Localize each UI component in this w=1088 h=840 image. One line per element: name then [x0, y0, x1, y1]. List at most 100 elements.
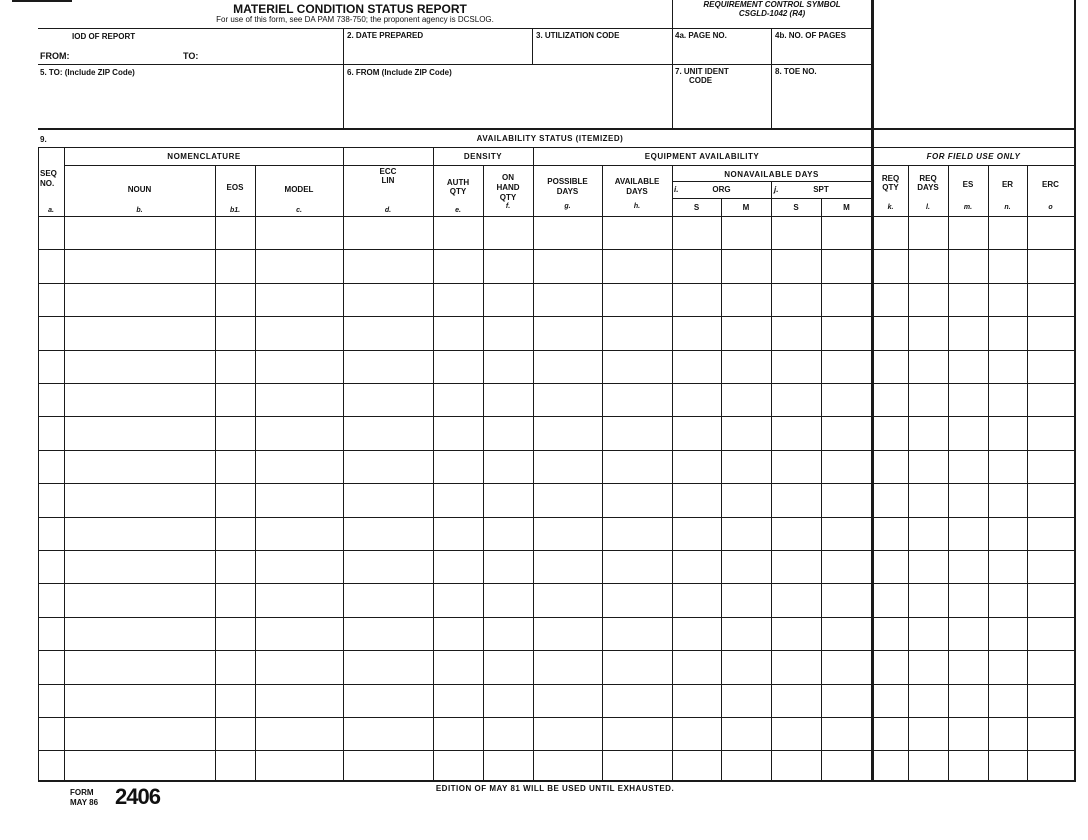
table-cell[interactable]	[722, 751, 770, 782]
table-cell[interactable]	[534, 685, 601, 716]
table-cell[interactable]	[484, 217, 532, 248]
table-cell[interactable]	[344, 417, 432, 448]
table-cell[interactable]	[949, 518, 987, 549]
table-cell[interactable]	[344, 451, 432, 482]
table-cell[interactable]	[344, 518, 432, 549]
table-cell[interactable]	[822, 518, 872, 549]
table-cell[interactable]	[434, 417, 482, 448]
table-cell[interactable]	[772, 317, 820, 348]
table-cell[interactable]	[949, 451, 987, 482]
table-cell[interactable]	[256, 284, 342, 315]
table-cell[interactable]	[344, 217, 432, 248]
table-cell[interactable]	[673, 351, 720, 382]
table-cell[interactable]	[874, 651, 907, 682]
table-cell[interactable]	[484, 484, 532, 515]
table-cell[interactable]	[344, 751, 432, 782]
table-cell[interactable]	[434, 584, 482, 615]
table-cell[interactable]	[434, 685, 482, 716]
table-cell[interactable]	[256, 551, 342, 582]
table-cell[interactable]	[949, 250, 987, 281]
table-cell[interactable]	[1028, 284, 1073, 315]
table-cell[interactable]	[673, 685, 720, 716]
table-cell[interactable]	[722, 518, 770, 549]
table-cell[interactable]	[484, 718, 532, 749]
table-cell[interactable]	[344, 651, 432, 682]
table-cell[interactable]	[39, 250, 63, 281]
table-cell[interactable]	[989, 751, 1026, 782]
table-cell[interactable]	[822, 685, 872, 716]
table-cell[interactable]	[216, 751, 254, 782]
table-cell[interactable]	[874, 451, 907, 482]
table-cell[interactable]	[216, 217, 254, 248]
table-cell[interactable]	[1028, 718, 1073, 749]
table-cell[interactable]	[534, 718, 601, 749]
table-cell[interactable]	[949, 584, 987, 615]
table-cell[interactable]	[909, 685, 947, 716]
table-cell[interactable]	[822, 618, 872, 649]
table-cell[interactable]	[1028, 651, 1073, 682]
table-cell[interactable]	[822, 651, 872, 682]
table-cell[interactable]	[256, 317, 342, 348]
table-cell[interactable]	[989, 250, 1026, 281]
table-cell[interactable]	[772, 250, 820, 281]
table-cell[interactable]	[603, 484, 671, 515]
table-cell[interactable]	[603, 284, 671, 315]
table-cell[interactable]	[534, 217, 601, 248]
table-cell[interactable]	[989, 584, 1026, 615]
table-cell[interactable]	[434, 250, 482, 281]
table-cell[interactable]	[822, 217, 872, 248]
table-cell[interactable]	[603, 551, 671, 582]
table-cell[interactable]	[772, 718, 820, 749]
table-cell[interactable]	[39, 484, 63, 515]
table-cell[interactable]	[534, 518, 601, 549]
table-cell[interactable]	[1028, 518, 1073, 549]
table-cell[interactable]	[989, 384, 1026, 415]
table-cell[interactable]	[1028, 317, 1073, 348]
table-cell[interactable]	[256, 685, 342, 716]
table-cell[interactable]	[989, 484, 1026, 515]
table-cell[interactable]	[949, 384, 987, 415]
table-cell[interactable]	[534, 484, 601, 515]
table-cell[interactable]	[434, 518, 482, 549]
table-cell[interactable]	[216, 250, 254, 281]
table-cell[interactable]	[484, 584, 532, 615]
table-cell[interactable]	[874, 551, 907, 582]
table-cell[interactable]	[673, 284, 720, 315]
table-cell[interactable]	[39, 217, 63, 248]
table-cell[interactable]	[39, 685, 63, 716]
table-cell[interactable]	[874, 584, 907, 615]
table-cell[interactable]	[434, 351, 482, 382]
table-cell[interactable]	[39, 551, 63, 582]
table-cell[interactable]	[216, 685, 254, 716]
table-cell[interactable]	[949, 718, 987, 749]
table-cell[interactable]	[484, 351, 532, 382]
table-cell[interactable]	[722, 451, 770, 482]
table-cell[interactable]	[484, 451, 532, 482]
table-cell[interactable]	[603, 584, 671, 615]
table-cell[interactable]	[722, 584, 770, 615]
table-cell[interactable]	[534, 584, 601, 615]
table-cell[interactable]	[822, 317, 872, 348]
table-cell[interactable]	[603, 651, 671, 682]
table-cell[interactable]	[722, 618, 770, 649]
table-cell[interactable]	[949, 351, 987, 382]
table-cell[interactable]	[1028, 618, 1073, 649]
table-cell[interactable]	[909, 751, 947, 782]
table-cell[interactable]	[874, 351, 907, 382]
table-cell[interactable]	[484, 317, 532, 348]
table-cell[interactable]	[344, 484, 432, 515]
table-cell[interactable]	[673, 551, 720, 582]
table-cell[interactable]	[989, 518, 1026, 549]
table-cell[interactable]	[434, 384, 482, 415]
table-cell[interactable]	[822, 718, 872, 749]
table-cell[interactable]	[603, 685, 671, 716]
table-cell[interactable]	[909, 618, 947, 649]
table-cell[interactable]	[772, 284, 820, 315]
table-cell[interactable]	[949, 551, 987, 582]
table-cell[interactable]	[874, 317, 907, 348]
table-cell[interactable]	[216, 518, 254, 549]
table-cell[interactable]	[603, 618, 671, 649]
table-cell[interactable]	[484, 651, 532, 682]
table-cell[interactable]	[722, 384, 770, 415]
table-cell[interactable]	[772, 551, 820, 582]
